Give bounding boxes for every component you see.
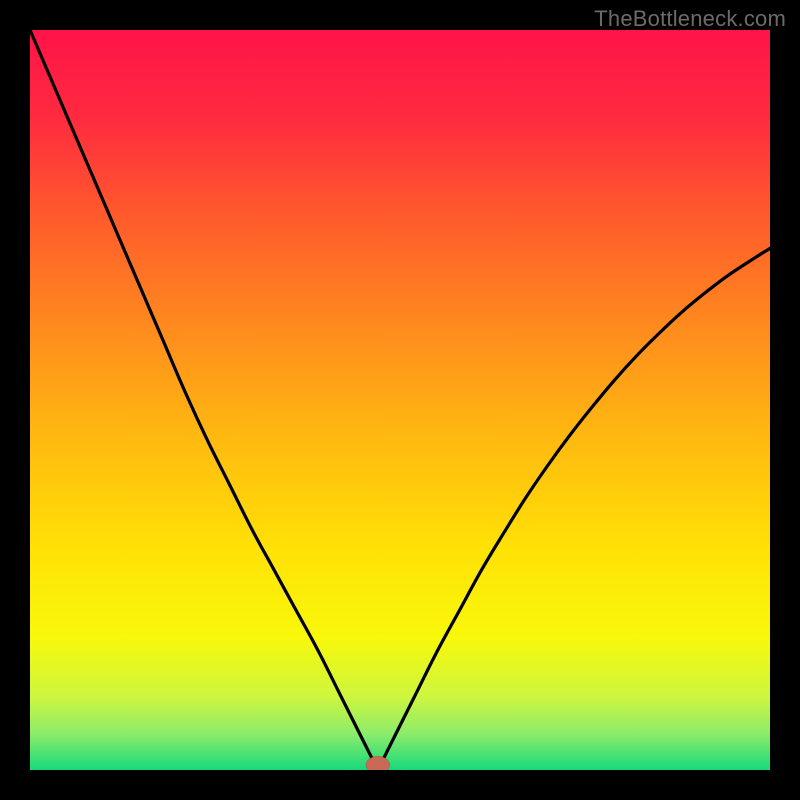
- outer-frame: TheBottleneck.com: [0, 0, 800, 800]
- watermark-text: TheBottleneck.com: [594, 6, 786, 32]
- plot-background-gradient: [30, 30, 770, 770]
- minimum-marker: [366, 756, 390, 773]
- bottleneck-plot: [0, 0, 800, 800]
